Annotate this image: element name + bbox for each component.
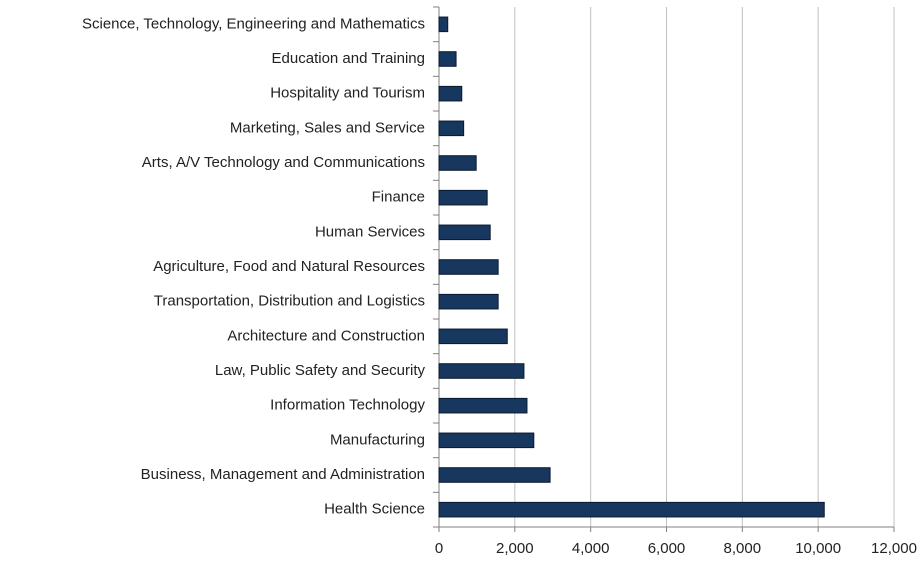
y-tick-label: Science, Technology, Engineering and Mat… (82, 15, 425, 32)
bar (438, 259, 499, 275)
bar (438, 397, 528, 414)
bar (438, 501, 825, 518)
y-tick-label: Law, Public Safety and Security (215, 362, 426, 379)
y-tick-label: Architecture and Construction (227, 327, 425, 344)
y-tick-label: Business, Management and Administration (141, 466, 425, 483)
bar (438, 155, 477, 171)
bar (438, 189, 488, 206)
x-tick-label: 12,000 (871, 540, 917, 557)
bar (438, 16, 449, 33)
bar (438, 328, 508, 345)
x-tick-label: 2,000 (496, 540, 534, 557)
bar (438, 224, 491, 241)
y-tick-label: Information Technology (270, 397, 425, 414)
y-tick-label: Human Services (315, 223, 425, 240)
y-tick-label: Agriculture, Food and Natural Resources (153, 258, 425, 275)
y-tick-label: Transportation, Distribution and Logisti… (154, 293, 425, 310)
bar (438, 432, 535, 449)
bar (438, 51, 457, 67)
x-tick-label: 6,000 (648, 540, 686, 557)
y-tick-label: Arts, A/V Technology and Communications (142, 154, 425, 171)
bar (438, 467, 551, 483)
y-tick-label: Health Science (324, 501, 425, 518)
x-tick-label: 10,000 (795, 540, 841, 557)
y-tick-label: Manufacturing (330, 431, 425, 448)
x-tick-label: 4,000 (572, 540, 610, 557)
bar (438, 120, 465, 137)
y-tick-label: Education and Training (272, 50, 425, 67)
bar (438, 363, 525, 379)
y-tick-label: Finance (372, 189, 425, 206)
bar (438, 85, 463, 102)
bar (438, 293, 499, 310)
y-tick-label: Marketing, Sales and Service (230, 119, 425, 136)
x-tick-label: 8,000 (724, 540, 762, 557)
x-tick-label: 0 (435, 540, 443, 557)
y-tick-label: Hospitality and Tourism (270, 85, 425, 102)
